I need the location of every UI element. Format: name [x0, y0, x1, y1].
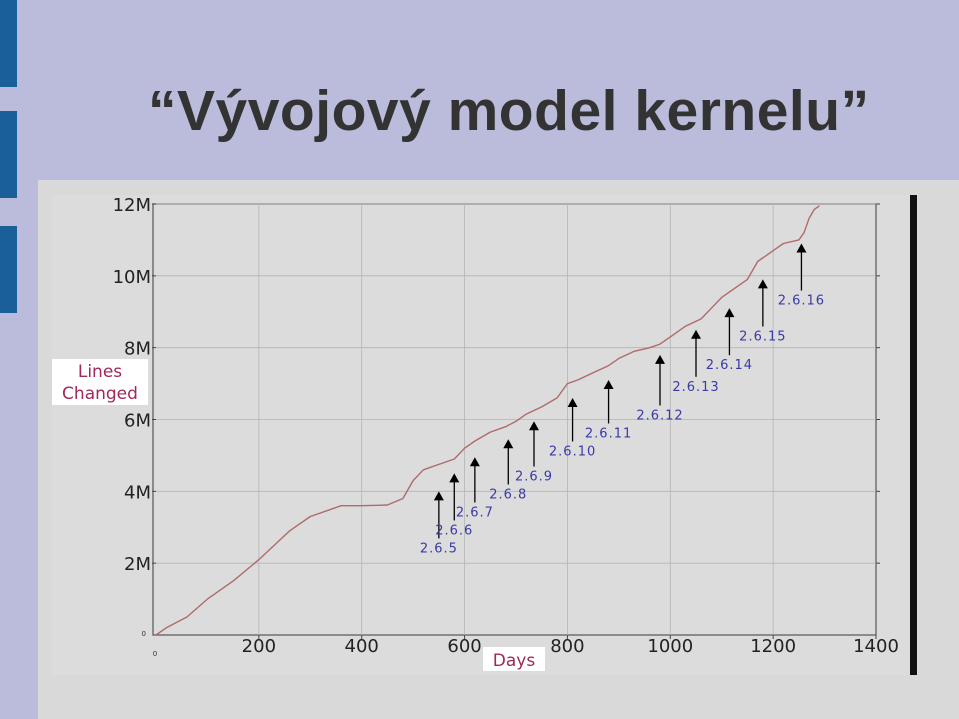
x-tick-label: 600 [447, 636, 481, 657]
accent-bar-bottom [0, 226, 17, 313]
release-arrow-head [655, 354, 665, 364]
x-tick-label: 1000 [647, 636, 693, 657]
release-arrow-head [691, 329, 701, 339]
chart-panel: 2M 4M 6M 8M 10M 12M 200 400 600 800 1000 1200 1400 0 0… [38, 180, 959, 719]
ylabel-background [52, 359, 148, 405]
release-arrow-head [433, 491, 444, 501]
series-line [155, 205, 820, 636]
x-tick-label: 200 [242, 636, 276, 657]
x-tick-label: 800 [550, 636, 584, 657]
release-arrow-head [724, 308, 735, 318]
release-arrow-head [449, 473, 460, 483]
release-label: 2.6.5 [420, 541, 458, 556]
y-tick-label: 12M [113, 195, 151, 216]
y-tick-label: 6M [124, 411, 151, 432]
accent-bar-middle [0, 111, 17, 198]
x-tick-label: 400 [345, 636, 379, 657]
slide-title: “Vývojový model kernelu” [148, 79, 870, 143]
release-label: 2.6.14 [706, 358, 753, 373]
lines-changed-chart: 2M 4M 6M 8M 10M 12M 200 400 600 800 1000 1200 1400 0 0… [52, 195, 918, 675]
release-label: 2.6.15 [739, 329, 786, 344]
accent-bar-top [0, 0, 17, 87]
xlabel: Days [493, 651, 536, 671]
x-origin-label: 0 [153, 650, 157, 658]
release-arrow-head [603, 379, 614, 389]
release-label: 2.6.12 [636, 409, 683, 424]
y-tick-label: 8M [124, 339, 151, 360]
release-arrow-head [757, 279, 768, 289]
right-edge-bar [910, 195, 917, 675]
release-label: 2.6.13 [672, 380, 719, 395]
ylabel-line-2: Changed [62, 384, 138, 404]
x-tick-label: 1400 [853, 636, 899, 657]
x-tick-label: 1200 [750, 636, 796, 657]
ylabel-line-1: Lines [78, 362, 122, 382]
release-label: 2.6.10 [549, 444, 596, 459]
release-arrow-head [796, 243, 807, 253]
release-label: 2.6.16 [778, 294, 825, 309]
release-label: 2.6.7 [456, 505, 494, 520]
release-arrow-head [503, 439, 514, 449]
release-arrow-head [567, 397, 578, 407]
xlabel-background [483, 647, 545, 671]
release-arrow-head [529, 421, 539, 431]
y-tick-label: 4M [124, 482, 151, 503]
release-arrow-head [469, 457, 480, 467]
y-tick-label: 2M [124, 554, 151, 575]
release-label: 2.6.9 [515, 470, 553, 485]
y-tick-label: 10M [113, 267, 151, 288]
release-label: 2.6.6 [435, 523, 473, 538]
y-origin-label: 0 [142, 630, 146, 638]
release-label: 2.6.8 [489, 488, 527, 503]
release-label: 2.6.11 [585, 426, 632, 441]
